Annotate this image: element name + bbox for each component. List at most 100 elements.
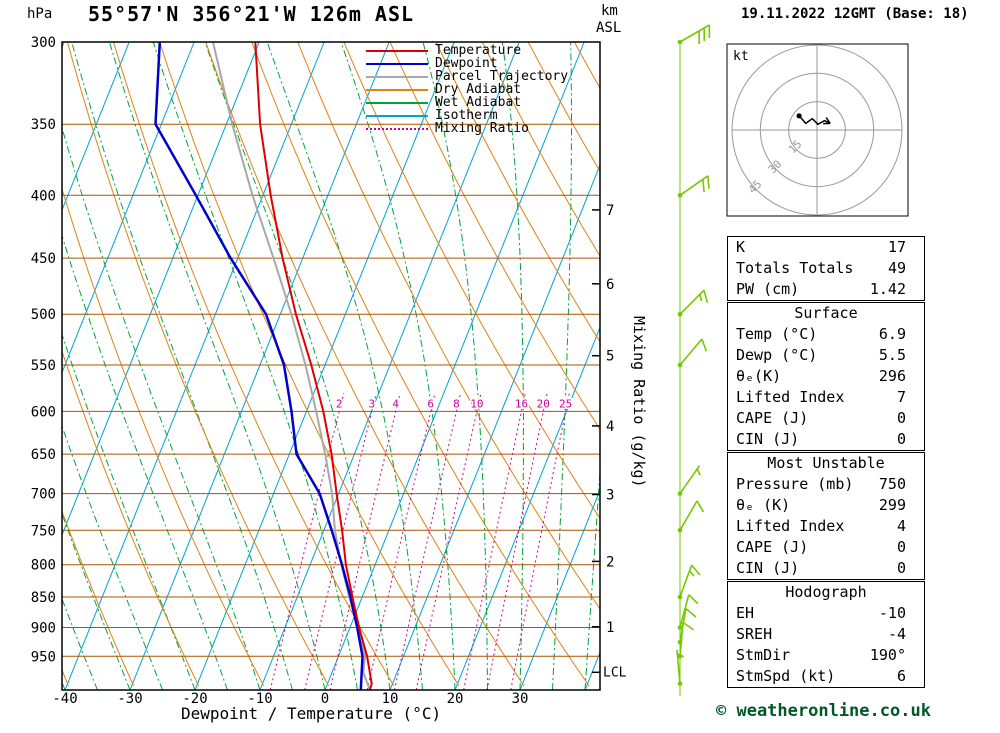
- table-row: Lifted Index 7: [728, 387, 924, 408]
- svg-text:7: 7: [606, 203, 614, 219]
- row-label: CAPE (J): [736, 409, 809, 427]
- legend-label: Parcel Trajectory: [435, 68, 569, 84]
- legend-swatch-isotherm: [366, 114, 428, 117]
- table-row: Dewp (°C) 5.5: [728, 345, 924, 366]
- row-value: -4: [887, 625, 906, 643]
- row-value: 6.9: [878, 325, 906, 343]
- row-value: 7: [896, 388, 906, 406]
- svg-text:400: 400: [31, 188, 56, 204]
- svg-text:30: 30: [512, 691, 529, 707]
- svg-text:10: 10: [470, 397, 483, 410]
- svg-text:4: 4: [606, 419, 614, 435]
- svg-text:3: 3: [368, 397, 375, 410]
- svg-text:0: 0: [321, 691, 329, 707]
- legend-label: Temperature: [435, 42, 522, 58]
- wet-adiabats: [62, 42, 600, 690]
- skewt-background: [62, 42, 600, 690]
- svg-text:300: 300: [31, 35, 56, 51]
- row-value: 49: [887, 259, 906, 277]
- svg-text:-20: -20: [182, 691, 207, 707]
- legend-label: Dewpoint: [435, 55, 498, 71]
- row-label: CIN (J): [736, 430, 800, 448]
- row-label: Pressure (mb): [736, 475, 854, 493]
- row-label: CAPE (J): [736, 538, 809, 556]
- hodograph-trace: [798, 115, 831, 126]
- run-datetime: 19.11.2022 12GMT (Base: 18): [741, 6, 969, 22]
- legend-swatch-wet-adiabat: [366, 101, 428, 104]
- legend-swatch-mixing-ratio: [366, 127, 428, 130]
- row-value: 296: [878, 367, 906, 385]
- svg-text:800: 800: [31, 558, 56, 574]
- row-value: 1.42: [869, 280, 906, 298]
- svg-text:650: 650: [31, 447, 56, 463]
- svg-text:500: 500: [31, 307, 56, 323]
- hodograph-ring: [731, 44, 903, 216]
- row-label: StmSpd (kt): [736, 667, 836, 685]
- table-row: Lifted Index 4: [728, 516, 924, 537]
- legend-item: Isotherm: [366, 109, 568, 122]
- svg-text:950: 950: [31, 649, 56, 665]
- legend-label: Dry Adiabat: [435, 81, 522, 97]
- svg-text:16: 16: [515, 397, 528, 410]
- svg-text:20: 20: [447, 691, 464, 707]
- hodograph-arrowhead: [825, 117, 831, 124]
- row-label: CIN (J): [736, 559, 800, 577]
- table-row: θₑ(K) 296: [728, 366, 924, 387]
- lcl-label: LCL: [603, 665, 627, 680]
- legend-item: Mixing Ratio: [366, 122, 568, 135]
- plot-border: [61, 41, 601, 691]
- legend-item: Dry Adiabat: [366, 83, 568, 96]
- table-surface: Surface Temp (°C) 6.9 Dewp (°C) 5.5 θₑ(K) 296 L…: [727, 302, 925, 451]
- wind-barbs: [676, 24, 711, 696]
- mixing-ratio-value-labels: 2 3 4 6 8 10 16 20 25: [334, 396, 573, 412]
- km-tick-labels: 1 2 3 4 5 6 7 LCL: [592, 203, 627, 680]
- km-axis-unit: km: [601, 3, 618, 19]
- parcel-curve: [212, 42, 371, 690]
- table-row: θₑ (K) 299: [728, 495, 924, 516]
- table-row: PW (cm) 1.42: [728, 279, 924, 300]
- table-indices: K 17 Totals Totals 49 PW (cm) 1.42: [727, 236, 925, 301]
- legend-label: Isotherm: [435, 107, 498, 123]
- row-value: 299: [878, 496, 906, 514]
- svg-text:600: 600: [31, 404, 56, 420]
- row-label: EH: [736, 604, 755, 622]
- row-value: 0: [896, 559, 906, 577]
- hodograph-unit-label: kt: [733, 49, 749, 64]
- asl-axis-unit: ASL: [596, 20, 622, 36]
- legend-swatch-dewpoint: [366, 62, 428, 65]
- svg-text:2: 2: [606, 554, 614, 570]
- svg-text:4: 4: [392, 397, 399, 410]
- svg-text:-10: -10: [247, 691, 272, 707]
- row-label: Temp (°C): [736, 325, 818, 343]
- svg-text:700: 700: [31, 487, 56, 503]
- copyright: © weatheronline.co.uk: [716, 701, 931, 721]
- table-row: StmSpd (kt) 6: [728, 666, 924, 687]
- row-value: 0: [896, 538, 906, 556]
- table-row: Totals Totals 49: [728, 258, 924, 279]
- svg-text:25: 25: [559, 397, 572, 410]
- svg-text:850: 850: [31, 590, 56, 606]
- row-value: 17: [887, 238, 906, 256]
- svg-text:20: 20: [537, 397, 550, 410]
- legend-label: Wet Adiabat: [435, 94, 522, 110]
- svg-text:10: 10: [382, 691, 399, 707]
- table-row: CAPE (J) 0: [728, 408, 924, 429]
- svg-text:550: 550: [31, 358, 56, 374]
- row-label: Lifted Index: [736, 517, 845, 535]
- svg-text:2: 2: [336, 397, 343, 410]
- mixing-ratio-lines: [269, 393, 570, 690]
- svg-text:-30: -30: [117, 691, 142, 707]
- table-header: Surface: [794, 304, 858, 322]
- row-label: K: [736, 238, 746, 256]
- svg-text:8: 8: [453, 397, 460, 410]
- row-value: 190°: [869, 646, 906, 664]
- table-most-unstable: Most Unstable Pressure (mb) 750 θₑ (K) 299 Li…: [727, 452, 925, 580]
- hodograph-ring: [759, 72, 875, 188]
- svg-text:5: 5: [606, 349, 614, 365]
- table-hodograph: Hodograph EH -10 SREH -4 StmDir 190° StmSpd (kt…: [727, 581, 925, 688]
- legend-swatch-dry-adiabat: [366, 88, 428, 91]
- row-label: StmDir: [736, 646, 791, 664]
